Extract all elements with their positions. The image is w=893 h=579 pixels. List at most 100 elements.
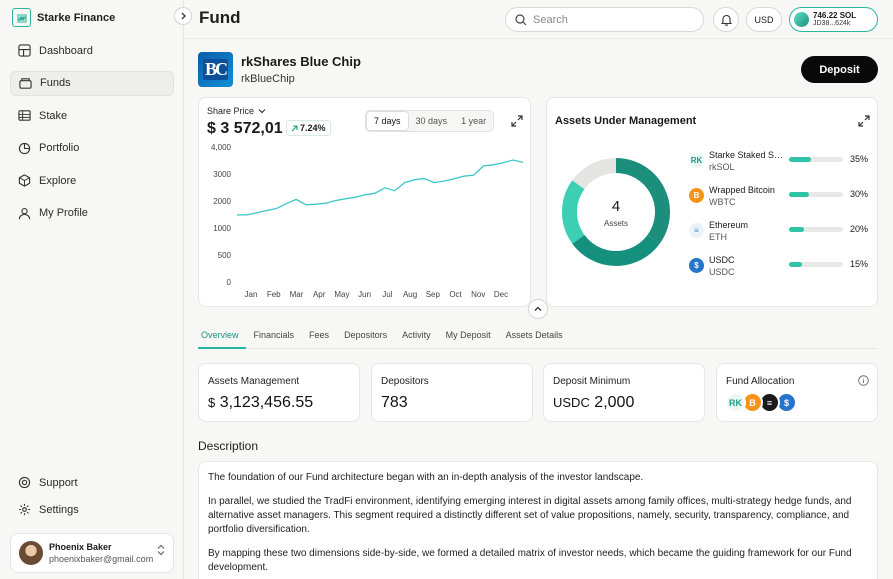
price-change-value: 7.24% bbox=[300, 123, 326, 133]
asset-symbol: rkSOL bbox=[709, 162, 735, 172]
stat-label: Assets Management bbox=[208, 376, 300, 387]
sidebar-item-my-profile[interactable]: My Profile bbox=[10, 201, 174, 226]
sidebar-bottom-nav: Support Settings bbox=[10, 470, 174, 524]
aum-title: Assets Under Management bbox=[555, 115, 697, 127]
chevron-up-icon bbox=[534, 306, 542, 311]
depositors-card: Depositors 783 bbox=[371, 363, 533, 422]
tab-activity[interactable]: Activity bbox=[402, 330, 431, 340]
range-tabs: 7 days 30 days 1 year bbox=[365, 110, 495, 132]
range-tab-1-year[interactable]: 1 year bbox=[461, 116, 487, 126]
coin-icon: B bbox=[742, 392, 763, 413]
allocation-bar bbox=[789, 227, 843, 232]
tab-overview[interactable]: Overview bbox=[198, 327, 246, 349]
allocation-row[interactable]: $ USDC USDC 15% bbox=[689, 254, 874, 289]
range-tab-30-days[interactable]: 30 days bbox=[415, 116, 448, 126]
tab-assets-details[interactable]: Assets Details bbox=[505, 330, 563, 340]
tab-financials[interactable]: Financials bbox=[253, 330, 295, 340]
x-tick-label: Apr bbox=[313, 290, 326, 299]
description-paragraph: By mapping these two dimensions side-by-… bbox=[208, 548, 852, 573]
fund-ticker: rkBlueChip bbox=[241, 73, 295, 85]
chevron-up-down-icon[interactable] bbox=[157, 544, 165, 556]
tab-fees[interactable]: Fees bbox=[309, 330, 330, 340]
search-input[interactable] bbox=[533, 13, 683, 26]
allocation-bar-fill bbox=[789, 157, 812, 162]
stake-icon bbox=[18, 110, 31, 121]
header-divider bbox=[184, 38, 893, 39]
y-tick-label: 1000 bbox=[213, 224, 231, 233]
share-price-value: $ 3 572,01 bbox=[207, 120, 283, 137]
brand[interactable]: Starke Finance bbox=[12, 8, 115, 27]
asset-count-label: Assets bbox=[603, 219, 628, 228]
share-price-line bbox=[236, 159, 524, 216]
description-title: Description bbox=[198, 439, 259, 453]
user-email: phoenixbaker@gmail.com bbox=[49, 554, 154, 564]
support-icon bbox=[18, 476, 31, 489]
expand-icon[interactable] bbox=[858, 115, 870, 127]
wallet-button[interactable]: 746.22 SOL JD38...624k bbox=[789, 7, 878, 32]
brand-name: Starke Finance bbox=[37, 11, 116, 24]
allocation-row[interactable]: RK Starke Staked SOL rkSOL 35% bbox=[689, 149, 874, 184]
sidebar-collapse-button[interactable] bbox=[174, 7, 192, 25]
fund-logo: BC bbox=[198, 52, 233, 87]
sidebar-item-stake[interactable]: Stake bbox=[10, 103, 174, 128]
description-paragraph: In parallel, we studied the TradFi envir… bbox=[208, 496, 852, 535]
sidebar-item-settings[interactable]: Settings bbox=[10, 497, 174, 522]
notifications-button[interactable] bbox=[713, 7, 739, 32]
allocation-bar bbox=[789, 262, 843, 267]
sidebar: Starke Finance Dashboard Funds Stake Por… bbox=[0, 0, 184, 579]
sidebar-item-explore[interactable]: Explore bbox=[10, 168, 174, 193]
stat-unit: $ bbox=[208, 395, 216, 410]
deposit-button[interactable]: Deposit bbox=[801, 56, 878, 83]
allocation-list: RK Starke Staked SOL rkSOL 35% B Wrapped Bitc… bbox=[689, 149, 874, 289]
asset-name: USDC bbox=[709, 255, 735, 265]
allocation-row[interactable]: B Wrapped Bitcoin WBTC 30% bbox=[689, 184, 874, 219]
sidebar-item-label: My Profile bbox=[39, 207, 88, 219]
y-tick-label: 3000 bbox=[213, 170, 231, 179]
expand-icon[interactable] bbox=[511, 115, 523, 127]
asset-icon: RK bbox=[689, 153, 704, 168]
asset-count: 4 bbox=[611, 198, 621, 215]
chart-collapse-button[interactable] bbox=[528, 299, 548, 319]
allocation-bar bbox=[789, 192, 843, 197]
tab-my-deposit[interactable]: My Deposit bbox=[445, 330, 491, 340]
sidebar-item-support[interactable]: Support bbox=[10, 470, 174, 495]
sidebar-nav: Dashboard Funds Stake Portfolio Explore … bbox=[10, 38, 174, 233]
description-card: The foundation of our Fund architecture … bbox=[198, 461, 878, 579]
y-tick-label: 500 bbox=[218, 251, 232, 260]
user-info: Phoenix Baker phoenixbaker@gmail.com bbox=[49, 542, 153, 564]
range-tab-7-days[interactable]: 7 days bbox=[366, 111, 409, 131]
x-tick-label: Nov bbox=[471, 290, 485, 299]
description-paragraph: The foundation of our Fund architecture … bbox=[208, 472, 644, 483]
sidebar-item-dashboard[interactable]: Dashboard bbox=[10, 38, 174, 63]
user-name: Phoenix Baker bbox=[49, 542, 112, 552]
starke-logo-icon bbox=[12, 8, 31, 27]
allocation-bar-fill bbox=[789, 192, 809, 197]
x-tick-label: Jan bbox=[245, 290, 258, 299]
user-card[interactable]: Phoenix Baker phoenixbaker@gmail.com bbox=[10, 533, 174, 573]
search-bar[interactable] bbox=[505, 7, 704, 32]
asset-percent: 35% bbox=[849, 154, 868, 164]
sidebar-item-label: Portfolio bbox=[39, 142, 80, 154]
sidebar-item-portfolio[interactable]: Portfolio bbox=[10, 136, 174, 161]
allocation-row[interactable]: ≡ Ethereum ETH 20% bbox=[689, 219, 874, 254]
wallet-address: JD38...624k bbox=[813, 20, 851, 27]
tab-depositors[interactable]: Depositors bbox=[344, 330, 388, 340]
explore-icon bbox=[18, 174, 31, 187]
info-icon[interactable] bbox=[858, 375, 869, 386]
share-price-selector[interactable]: Share Price bbox=[207, 106, 266, 116]
x-tick-label: Oct bbox=[449, 290, 462, 299]
wallet-avatar-icon bbox=[794, 12, 809, 27]
coin-icon: RK bbox=[725, 392, 746, 413]
currency-selector[interactable]: USD bbox=[746, 7, 782, 32]
chevron-down-icon bbox=[258, 109, 266, 114]
bell-icon bbox=[720, 14, 732, 26]
settings-icon bbox=[18, 503, 31, 516]
funds-icon bbox=[19, 77, 32, 89]
sidebar-item-funds[interactable]: Funds bbox=[10, 70, 174, 96]
asset-percent: 30% bbox=[849, 189, 868, 199]
asset-name: Starke Staked SOL bbox=[709, 150, 785, 160]
asset-percent: 15% bbox=[849, 259, 868, 269]
share-price-card: Share Price $ 3 572,01 7.24% 7 days 30 d… bbox=[198, 97, 531, 307]
wallet-balance: 746.22 SOL bbox=[813, 11, 857, 20]
avatar bbox=[19, 541, 43, 565]
